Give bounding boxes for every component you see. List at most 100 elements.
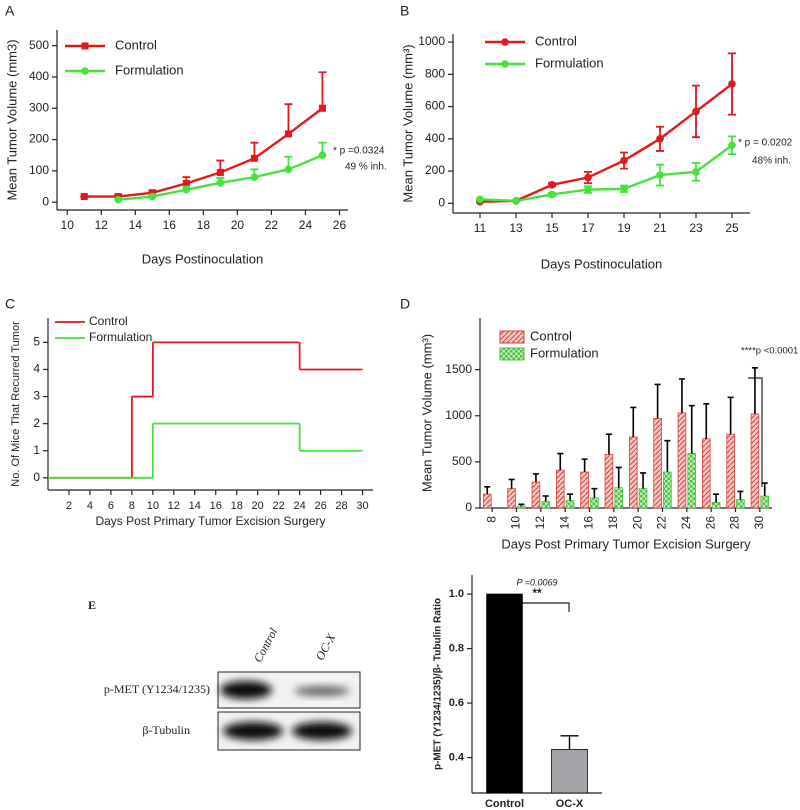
- error-bar: [654, 383, 661, 419]
- y-tick-label: 400: [425, 131, 445, 145]
- marker: [250, 154, 258, 162]
- error-bar: [727, 396, 734, 435]
- y-axis-title: Mean Tumor Volume (mm³): [400, 44, 415, 202]
- x-tick-label: 16: [210, 500, 222, 512]
- marker: [728, 80, 736, 88]
- marker: [584, 173, 592, 182]
- marker: [182, 185, 191, 194]
- error-bar: [532, 473, 539, 483]
- marker: [620, 156, 628, 165]
- bar: [677, 412, 687, 509]
- x-tick-label: 20: [252, 500, 264, 512]
- error-bar: [678, 378, 685, 413]
- marker: [692, 168, 700, 176]
- error-bar: [542, 495, 549, 502]
- x-tick-label: 20: [231, 218, 245, 232]
- legend-marker: [501, 38, 509, 46]
- marker: [548, 180, 556, 189]
- y-tick-label: 1000: [418, 34, 445, 48]
- error-bar: [630, 406, 637, 437]
- x-tick-label: OC-X: [556, 798, 584, 810]
- x-tick-label: 13: [509, 221, 523, 235]
- x-tick-label: 6: [108, 500, 114, 512]
- error-bar: [605, 433, 612, 455]
- x-axis-title: Days Post Primary Tumor Excision Surgery: [501, 536, 751, 551]
- y-tick-label: 0: [465, 500, 472, 514]
- x-tick-label: 24: [299, 218, 313, 232]
- y-tick-label: 0: [42, 194, 49, 208]
- annotation: 49 % inh.: [345, 162, 387, 173]
- marker: [284, 165, 293, 174]
- lane-label: Control: [251, 625, 281, 665]
- error-bar: [737, 490, 744, 500]
- y-tick-label: 4: [33, 362, 40, 376]
- error-bar: [518, 503, 525, 507]
- marker: [728, 141, 736, 150]
- x-axis-title: Days Postinoculation: [541, 256, 662, 271]
- legend-marker: [81, 42, 89, 50]
- y-tick-label: 1: [33, 443, 40, 457]
- x-tick-label: 17: [581, 221, 595, 235]
- bar: [590, 497, 599, 509]
- legend-marker: [81, 67, 89, 75]
- marker: [216, 178, 225, 187]
- x-tick-label: 23: [689, 221, 703, 235]
- marker: [692, 107, 700, 116]
- x-tick-label: 30: [752, 516, 766, 530]
- y-tick-label: 0.4: [449, 751, 465, 763]
- error-bar: [703, 402, 710, 439]
- series-line: [479, 144, 733, 203]
- bar: [507, 488, 516, 509]
- blot-band: [220, 681, 272, 699]
- marker: [584, 185, 592, 194]
- error-bar: [508, 478, 515, 489]
- x-tick-label: 14: [189, 500, 201, 512]
- series-line: [84, 107, 324, 198]
- x-tick-label: 14: [129, 218, 143, 232]
- x-axis-title: Days Post Primary Tumor Excision Surgery: [95, 514, 325, 528]
- y-axis-title: Mean Tumor Volume (mm3): [4, 39, 19, 200]
- blot-band: [223, 722, 283, 740]
- legend-swatch: [499, 347, 525, 361]
- y-tick-label: 800: [425, 66, 445, 80]
- error-bar: [640, 472, 647, 489]
- y-tick-label: 0: [33, 470, 40, 484]
- x-tick-label: 19: [617, 221, 631, 235]
- bar: [711, 502, 721, 509]
- marker: [216, 168, 224, 176]
- marker: [620, 185, 628, 193]
- x-tick-label: 4: [87, 500, 93, 512]
- y-tick-label: 200: [425, 163, 445, 177]
- significance-bracket: [748, 377, 763, 487]
- legend-swatch: [499, 330, 525, 344]
- x-axis-title: Days Postinoculation: [142, 251, 263, 266]
- error-bar: [591, 487, 598, 498]
- x-tick-label: 26: [314, 500, 326, 512]
- bar: [614, 487, 624, 509]
- row-label: p-MET (Y1234/1235): [104, 682, 210, 696]
- bar: [638, 488, 648, 509]
- x-tick-label: 18: [197, 218, 211, 232]
- panel-label: E: [88, 598, 96, 612]
- error-bar: [318, 71, 327, 109]
- error-bar: [557, 452, 564, 471]
- x-tick-label: 21: [653, 221, 667, 235]
- panel-label: C: [5, 296, 15, 312]
- blot-band: [294, 686, 350, 696]
- legend-marker: [501, 60, 509, 68]
- bar: [687, 453, 697, 509]
- bar: [486, 593, 523, 794]
- x-tick-label: 11: [474, 221, 487, 235]
- y-tick-label: 3: [33, 389, 40, 403]
- y-tick-label: 5: [33, 335, 40, 349]
- bar: [750, 413, 760, 509]
- x-tick-label: 12: [168, 500, 180, 512]
- lane-label: OC-X: [313, 631, 339, 663]
- error-bar: [761, 482, 768, 497]
- x-tick-label: 12: [533, 516, 547, 530]
- annotation: **: [532, 586, 542, 600]
- x-tick-label: 30: [356, 500, 368, 512]
- x-tick-label: 28: [728, 516, 742, 530]
- y-tick-label: 300: [29, 100, 49, 114]
